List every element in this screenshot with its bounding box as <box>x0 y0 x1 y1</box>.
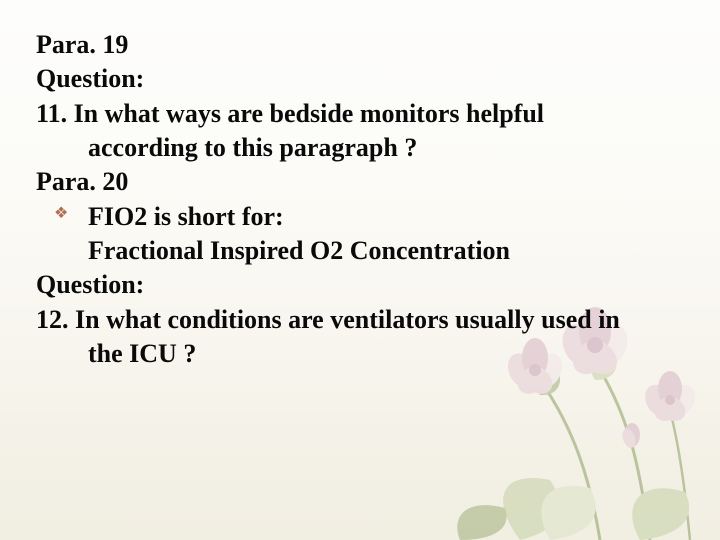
text-q11-b: according to this paragraph ? <box>36 131 680 165</box>
text-q12-b: the ICU ? <box>36 337 680 371</box>
text-fio2-def: Fractional Inspired O2 Concentration <box>36 234 680 268</box>
text-q12-a: 12. In what conditions are ventilators u… <box>36 303 680 337</box>
slide-text-block: Para. 19 Question: 11. In what ways are … <box>0 0 720 371</box>
text-question-2: Question: <box>36 268 680 302</box>
text-para-20: Para. 20 <box>36 165 680 199</box>
text-q11-a: 11. In what ways are bedside monitors he… <box>36 97 680 131</box>
text-question-1: Question: <box>36 62 680 96</box>
text-fio2-label: FIO2 is short for: <box>36 200 680 234</box>
text-para-19: Para. 19 <box>36 28 680 62</box>
slide: Para. 19 Question: 11. In what ways are … <box>0 0 720 540</box>
